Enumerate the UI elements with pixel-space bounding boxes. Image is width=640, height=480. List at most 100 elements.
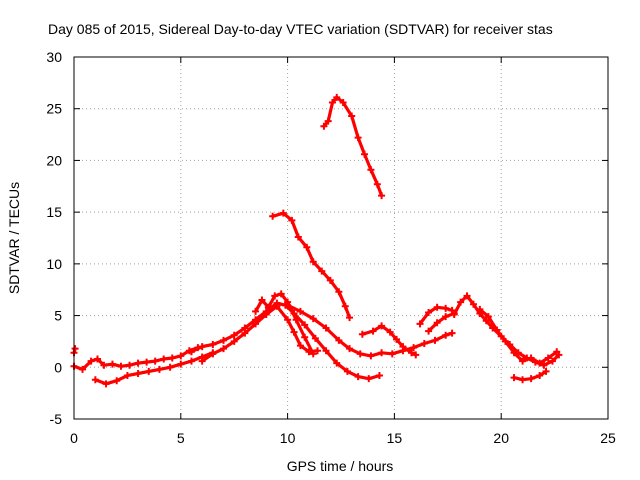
data-point: [326, 276, 334, 284]
data-point: [375, 372, 383, 380]
data-point: [448, 329, 456, 337]
data-series: [70, 93, 563, 388]
data-point: [177, 360, 185, 368]
data-point: [100, 361, 108, 369]
data-point: [296, 307, 304, 315]
data-point: [145, 367, 153, 375]
data-point: [386, 328, 394, 336]
data-point: [510, 374, 518, 382]
y-tick-label: 25: [46, 101, 62, 117]
data-point: [442, 313, 450, 321]
series-line-arc-11: [427, 311, 456, 333]
data-point: [87, 357, 95, 365]
data-point: [209, 350, 217, 358]
data-point: [93, 355, 101, 363]
y-tick-label: 5: [54, 308, 62, 324]
data-point: [296, 342, 304, 350]
data-point: [187, 357, 195, 365]
data-point: [433, 319, 441, 327]
data-point: [425, 327, 433, 335]
data-point: [273, 302, 281, 310]
data-point: [420, 339, 428, 347]
data-point: [378, 349, 386, 357]
data-point: [369, 327, 377, 335]
data-point: [151, 357, 159, 365]
series-line-arc-7: [286, 303, 454, 358]
data-point: [177, 352, 185, 360]
x-tick-label: 20: [493, 430, 509, 446]
data-point: [220, 345, 228, 353]
data-point: [252, 320, 260, 328]
y-tick-label: 20: [46, 152, 62, 168]
series-line-arc-8: [322, 95, 384, 198]
data-point: [367, 352, 375, 360]
data-point: [519, 357, 527, 365]
data-point: [102, 380, 110, 388]
data-point: [91, 376, 99, 384]
data-point: [309, 350, 317, 358]
data-point: [553, 348, 561, 356]
data-point: [320, 122, 328, 130]
data-point: [335, 288, 343, 296]
chart-title: Day 085 of 2015, Sidereal Day-to-day VTE…: [48, 21, 553, 37]
data-point: [388, 350, 396, 358]
data-point: [328, 99, 336, 107]
data-point: [303, 243, 311, 251]
data-point: [168, 354, 176, 362]
data-point: [262, 311, 270, 319]
data-point: [117, 362, 125, 370]
grid: [74, 57, 608, 419]
data-point: [399, 343, 407, 351]
data-point: [493, 326, 501, 334]
data-point: [126, 361, 134, 369]
data-point: [198, 357, 206, 365]
data-point: [113, 377, 121, 385]
x-tick-label: 5: [177, 430, 185, 446]
data-point: [548, 357, 556, 365]
data-point: [309, 315, 317, 323]
data-point: [290, 328, 298, 336]
data-point: [358, 330, 366, 338]
data-point: [198, 343, 206, 351]
series-line-arc-13: [478, 307, 559, 365]
data-point: [166, 363, 174, 371]
data-point: [269, 212, 277, 220]
series-line-arc-12: [452, 294, 561, 367]
data-point: [123, 372, 131, 380]
data-point: [410, 344, 418, 352]
series-line-arc-2: [93, 351, 215, 386]
y-tick-label: 10: [46, 256, 62, 272]
data-point: [346, 314, 354, 322]
data-point: [277, 290, 285, 298]
data-point: [476, 305, 484, 313]
data-point: [220, 336, 228, 344]
data-point: [301, 333, 309, 341]
data-point: [510, 349, 518, 357]
data-point: [187, 348, 195, 356]
data-point: [431, 336, 439, 344]
data-point: [339, 99, 347, 107]
data-point: [71, 345, 79, 353]
data-point: [416, 320, 424, 328]
x-axis-label: GPS time / hours: [287, 458, 394, 474]
data-point: [309, 258, 317, 266]
y-tick-label: 0: [54, 359, 62, 375]
data-point: [284, 316, 292, 324]
data-point: [335, 336, 343, 344]
data-point: [367, 166, 375, 174]
data-point: [463, 292, 471, 300]
data-point: [482, 317, 490, 325]
series-line-arc-1: [72, 346, 200, 371]
x-tick-label: 0: [70, 430, 78, 446]
data-point: [484, 313, 492, 321]
data-point: [322, 347, 330, 355]
data-point: [373, 180, 381, 188]
data-point: [134, 369, 142, 377]
data-point: [230, 331, 238, 339]
data-point: [457, 298, 465, 306]
data-point: [354, 134, 362, 142]
y-axis-label: SDTVAR / TECUs: [6, 182, 22, 294]
data-point: [284, 301, 292, 309]
data-point: [311, 334, 319, 342]
